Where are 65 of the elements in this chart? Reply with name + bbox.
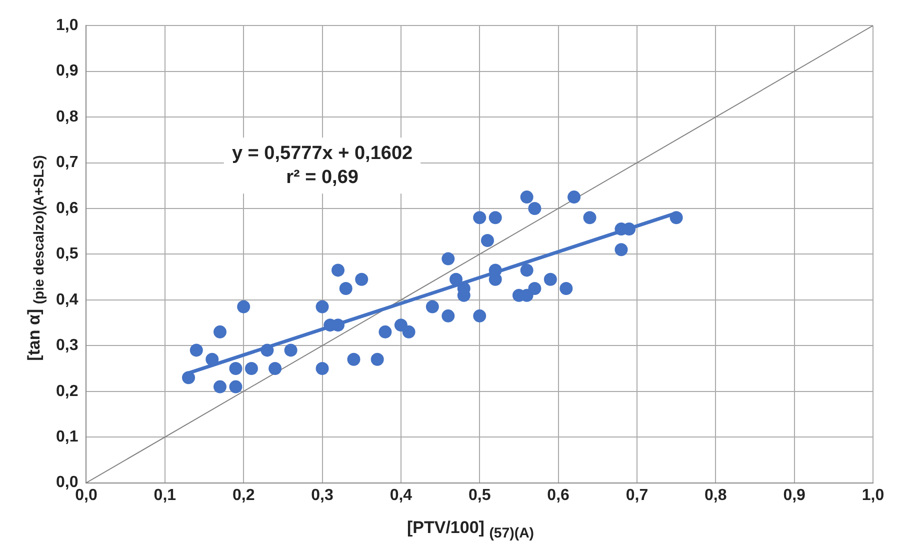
point <box>528 202 542 215</box>
point <box>378 325 392 338</box>
annotation: r² = 0,69 <box>286 166 358 188</box>
x-tick-label: 1,0 <box>862 486 884 504</box>
x-tick-label: 0,3 <box>311 486 334 504</box>
x-tick-label: 0,0 <box>75 486 98 504</box>
point <box>473 309 486 322</box>
annotation: y = 0,5777x + 0,1602 <box>232 142 413 164</box>
point <box>568 190 581 204</box>
point <box>442 309 455 322</box>
point <box>450 272 463 286</box>
point <box>347 352 360 366</box>
y-tick-label: 0,9 <box>56 62 78 80</box>
point <box>614 243 628 256</box>
y-tick-label: 0,2 <box>56 382 78 400</box>
x-tick-label: 0,9 <box>783 486 806 504</box>
point <box>370 352 384 366</box>
x-tick-label: 0,2 <box>232 486 255 504</box>
point <box>488 211 502 224</box>
y-tick-label: 0,5 <box>56 246 78 263</box>
x-tick-label: 0,8 <box>704 486 727 504</box>
point <box>528 282 542 295</box>
point <box>355 272 368 286</box>
point <box>442 252 455 266</box>
point <box>229 380 242 394</box>
point <box>520 264 534 277</box>
point <box>426 300 439 314</box>
point <box>583 211 596 224</box>
point <box>182 371 196 384</box>
y-tick-label: 0,4 <box>56 291 78 308</box>
y-tick-label: 0,7 <box>56 154 78 172</box>
point <box>480 234 494 247</box>
point <box>520 190 534 204</box>
point <box>473 211 486 224</box>
x-tick-label: 0,4 <box>390 486 412 504</box>
x-tick-label: 0,1 <box>154 486 176 504</box>
y-tick-label: 0,3 <box>56 337 78 354</box>
point <box>332 264 345 277</box>
x-tick-label: 0,5 <box>468 486 491 504</box>
point <box>190 344 203 357</box>
y-tick-label: 0,8 <box>56 108 78 126</box>
point <box>488 272 502 286</box>
point <box>237 300 250 314</box>
point <box>229 362 242 375</box>
y-tick-label: 0,6 <box>56 200 78 217</box>
point <box>244 362 258 375</box>
point <box>316 300 329 314</box>
x-axis-title: [PTV/100] $_{(57)(A)}$ <box>406 518 536 542</box>
y-tick-label: 1,0 <box>56 17 78 34</box>
point <box>213 325 226 338</box>
y-tick-label: 0,1 <box>56 428 78 446</box>
point <box>260 344 274 357</box>
point <box>560 282 573 295</box>
point <box>544 272 557 286</box>
x-tick-label: 0,6 <box>547 486 570 504</box>
point <box>339 282 352 295</box>
point <box>402 325 416 338</box>
point <box>394 318 408 332</box>
x-tick-label: 0,7 <box>626 486 648 504</box>
point <box>206 352 219 366</box>
point <box>268 362 282 375</box>
point <box>670 211 683 224</box>
point <box>316 362 329 375</box>
point <box>213 380 226 394</box>
point <box>284 344 298 357</box>
